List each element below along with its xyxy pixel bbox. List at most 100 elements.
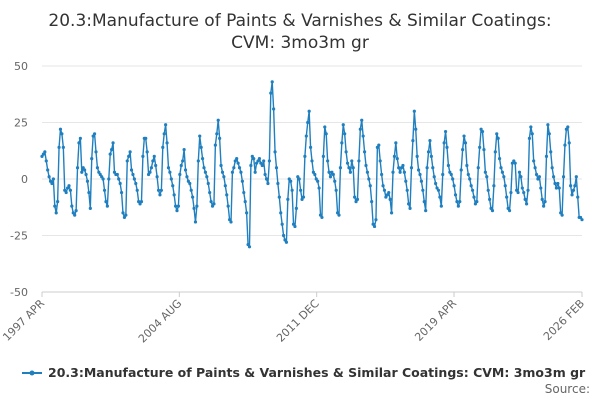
- data-point[interactable]: [252, 157, 256, 161]
- data-point[interactable]: [87, 190, 91, 195]
- data-point[interactable]: [173, 204, 178, 208]
- data-point[interactable]: [57, 145, 61, 149]
- data-point[interactable]: [522, 190, 526, 195]
- data-point[interactable]: [164, 123, 168, 127]
- data-point[interactable]: [546, 123, 550, 127]
- data-point[interactable]: [68, 188, 73, 192]
- data-point[interactable]: [488, 197, 492, 201]
- data-point[interactable]: [220, 170, 225, 174]
- data-point[interactable]: [166, 166, 171, 170]
- data-point[interactable]: [284, 240, 289, 244]
- data-point[interactable]: [368, 184, 372, 188]
- data-point[interactable]: [426, 150, 431, 154]
- data-point[interactable]: [424, 209, 428, 213]
- data-point[interactable]: [367, 177, 371, 181]
- data-point[interactable]: [171, 184, 175, 188]
- data-point[interactable]: [304, 134, 308, 138]
- data-point[interactable]: [127, 154, 131, 158]
- data-point[interactable]: [492, 184, 496, 188]
- data-point[interactable]: [303, 154, 307, 158]
- data-point[interactable]: [331, 172, 335, 177]
- data-point[interactable]: [496, 136, 500, 140]
- data-point[interactable]: [365, 170, 370, 174]
- data-point[interactable]: [415, 154, 419, 158]
- data-point[interactable]: [297, 177, 301, 181]
- data-point[interactable]: [151, 159, 155, 163]
- data-point[interactable]: [188, 181, 192, 186]
- data-point[interactable]: [485, 175, 489, 179]
- data-point[interactable]: [526, 188, 530, 192]
- data-point[interactable]: [388, 197, 392, 201]
- data-point[interactable]: [172, 193, 176, 197]
- data-point[interactable]: [269, 91, 273, 95]
- data-point[interactable]: [561, 175, 566, 179]
- data-point[interactable]: [162, 132, 166, 136]
- data-point[interactable]: [263, 172, 267, 177]
- data-point[interactable]: [310, 159, 314, 163]
- data-point[interactable]: [380, 172, 384, 177]
- data-point[interactable]: [247, 245, 252, 249]
- data-point[interactable]: [145, 150, 149, 154]
- data-point[interactable]: [480, 129, 485, 134]
- data-point[interactable]: [389, 211, 394, 215]
- data-point[interactable]: [404, 179, 408, 183]
- data-point[interactable]: [470, 188, 475, 192]
- data-point[interactable]: [78, 136, 82, 140]
- data-point[interactable]: [266, 181, 270, 186]
- data-point[interactable]: [260, 163, 264, 168]
- data-point[interactable]: [226, 204, 230, 208]
- data-point[interactable]: [102, 188, 107, 192]
- data-point[interactable]: [563, 143, 567, 147]
- data-point[interactable]: [280, 222, 284, 226]
- data-point[interactable]: [84, 172, 88, 177]
- data-point[interactable]: [364, 163, 368, 168]
- data-point[interactable]: [524, 202, 529, 206]
- data-point[interactable]: [571, 188, 576, 192]
- data-point[interactable]: [374, 218, 378, 222]
- data-point[interactable]: [290, 188, 294, 192]
- data-point[interactable]: [533, 166, 537, 170]
- data-point[interactable]: [189, 188, 193, 192]
- data-point[interactable]: [108, 152, 112, 156]
- data-point[interactable]: [436, 188, 441, 192]
- data-point[interactable]: [301, 195, 306, 199]
- data-point[interactable]: [293, 224, 297, 229]
- data-point[interactable]: [544, 154, 549, 158]
- data-point[interactable]: [159, 188, 163, 192]
- data-point[interactable]: [77, 141, 81, 145]
- data-point[interactable]: [125, 159, 129, 163]
- data-point[interactable]: [235, 157, 239, 161]
- data-point[interactable]: [465, 163, 469, 168]
- data-point[interactable]: [257, 157, 262, 161]
- data-point[interactable]: [434, 181, 438, 186]
- data-point[interactable]: [397, 166, 401, 170]
- data-point[interactable]: [74, 209, 78, 213]
- data-point[interactable]: [429, 154, 433, 158]
- data-point[interactable]: [486, 188, 490, 192]
- data-point[interactable]: [43, 150, 47, 154]
- data-point[interactable]: [161, 145, 165, 149]
- data-point[interactable]: [154, 163, 158, 168]
- data-point[interactable]: [519, 175, 523, 179]
- data-point[interactable]: [185, 175, 189, 179]
- data-point[interactable]: [509, 190, 513, 195]
- data-point[interactable]: [402, 170, 406, 174]
- data-point[interactable]: [343, 132, 347, 136]
- data-point[interactable]: [422, 200, 426, 204]
- data-point[interactable]: [90, 157, 94, 161]
- data-point[interactable]: [334, 188, 338, 192]
- data-point[interactable]: [530, 132, 534, 136]
- data-point[interactable]: [44, 159, 48, 163]
- data-point[interactable]: [468, 177, 472, 181]
- data-point[interactable]: [176, 204, 181, 208]
- data-point[interactable]: [337, 213, 341, 217]
- data-point[interactable]: [158, 193, 162, 197]
- data-point[interactable]: [326, 159, 330, 163]
- data-point[interactable]: [469, 184, 473, 188]
- data-point[interactable]: [532, 159, 536, 163]
- data-point[interactable]: [534, 172, 539, 177]
- data-point[interactable]: [445, 145, 449, 149]
- data-point[interactable]: [553, 181, 557, 186]
- data-point[interactable]: [128, 150, 132, 154]
- data-point[interactable]: [418, 172, 422, 177]
